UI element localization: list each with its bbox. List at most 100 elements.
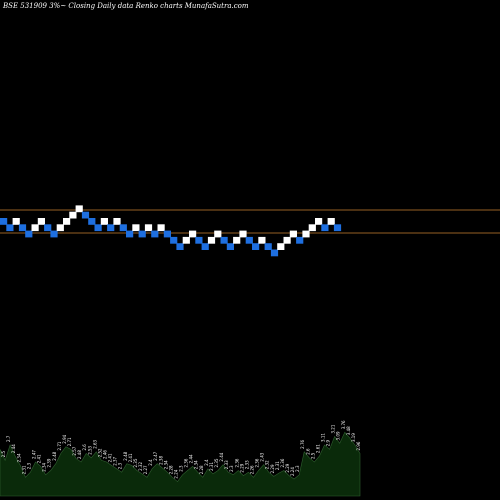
volume-label: 2.33 xyxy=(245,460,250,469)
volume-label: 2.9 xyxy=(326,439,331,446)
renko-bricks xyxy=(0,205,342,257)
volume-label: 2.34 xyxy=(42,462,47,471)
volume-label: 2.43 xyxy=(260,452,265,461)
volume-label: 2.3 xyxy=(179,465,184,472)
renko-brick-down xyxy=(220,236,228,244)
volume-label: 2.48 xyxy=(123,451,128,460)
volume-label: 2.48 xyxy=(77,450,82,459)
volume-label: 2.28 xyxy=(168,465,173,474)
renko-brick-up xyxy=(302,230,310,238)
volume-label: 2.44 xyxy=(189,454,194,463)
renko-brick-up xyxy=(144,224,153,232)
volume-label: 2.76 xyxy=(300,439,305,448)
renko-brick-up xyxy=(113,218,121,225)
volume-label: 2.34 xyxy=(194,460,199,469)
volume-label: 2.29 xyxy=(239,463,244,472)
volume-label: 2.53 xyxy=(87,445,92,454)
volume-label: 3.48 xyxy=(346,426,351,435)
renko-brick-up xyxy=(63,218,71,225)
volume-label: 2.35 xyxy=(214,458,219,467)
volume-label: 2.47 xyxy=(32,450,37,459)
volume-label: 2.36 xyxy=(255,458,260,467)
volume-label: 2.52 xyxy=(97,448,102,457)
renko-brick-up xyxy=(289,230,297,238)
volume-label: 2.71 xyxy=(57,441,62,450)
volume-label: 2.28 xyxy=(199,465,204,474)
volume-label: 2.31 xyxy=(21,465,26,474)
renko-brick-down xyxy=(252,243,260,250)
volume-label: 2.46 xyxy=(103,450,108,459)
volume-label: 2.63 xyxy=(92,439,97,448)
renko-brick-down xyxy=(18,224,27,232)
volume-label: 2.34 xyxy=(163,460,168,469)
renko-brick-up xyxy=(233,236,241,244)
volume-label: 2.4 xyxy=(204,459,209,466)
renko-brick-up xyxy=(214,230,222,238)
volume-label: 2.32 xyxy=(138,462,143,471)
volume-label: 2.61 xyxy=(315,444,320,453)
renko-brick-up xyxy=(277,243,285,250)
renko-brick-down xyxy=(163,230,171,238)
renko-brick-down xyxy=(44,224,52,232)
renko-brick-up xyxy=(132,224,140,232)
renko-brick-down xyxy=(6,224,14,232)
renko-brick-up xyxy=(315,218,323,225)
volume-label: 2.3 xyxy=(295,465,300,472)
renko-brick-down xyxy=(126,230,134,238)
renko-brick-up xyxy=(239,230,247,238)
renko-brick-down xyxy=(264,243,272,250)
renko-brick-up xyxy=(37,218,45,225)
volume-label: 3.09 xyxy=(336,431,341,440)
volume-label: 2.57 xyxy=(72,446,77,455)
volume-label: 2.31 xyxy=(275,461,280,470)
volume-label: 2.24 xyxy=(290,467,295,476)
renko-brick-down xyxy=(321,224,329,232)
renko-brick-up xyxy=(308,224,316,232)
volume-label: 2.44 xyxy=(11,444,16,453)
renko-brick-up xyxy=(31,224,39,232)
volume-label: 2.34 xyxy=(16,453,21,462)
chart-title: BSE 531909 3%~ Closing Daily data Renko … xyxy=(2,2,249,10)
renko-brick-up xyxy=(182,236,190,244)
volume-label: 2.39 xyxy=(47,458,52,467)
volume-label: 2.3 xyxy=(118,462,123,469)
volume-label: 2.5 xyxy=(1,450,6,457)
volume-label: 2.24 xyxy=(174,469,179,478)
renko-brick-up xyxy=(283,236,291,244)
renko-brick-up xyxy=(189,230,197,238)
volume-label: 2.5 xyxy=(310,452,315,459)
renko-brick-down xyxy=(138,230,146,238)
renko-brick-down xyxy=(88,218,96,225)
volume-label: 2.36 xyxy=(234,458,239,467)
renko-brick-down xyxy=(333,224,342,232)
renko-brick-down xyxy=(119,224,127,232)
renko-brick-down xyxy=(201,243,209,250)
volume-area-path xyxy=(0,431,361,497)
volume-label: 2.4 xyxy=(148,459,153,466)
volume-label: 2.29 xyxy=(270,464,275,473)
volume-label: 2.33 xyxy=(224,460,229,469)
renko-brick-down xyxy=(94,224,102,232)
volume-label: 3.11 xyxy=(321,433,326,442)
volume-label: 3.19 xyxy=(351,433,356,442)
volume-labels: 2.662.52.72.442.342.312.32.472.412.342.3… xyxy=(0,420,361,479)
volume-label: 3.21 xyxy=(331,424,336,433)
renko-brick-up xyxy=(157,224,165,232)
volume-label: 2.41 xyxy=(37,454,42,463)
volume-label: 2.7 xyxy=(6,435,11,442)
volume-label: 2.71 xyxy=(67,437,72,446)
volume-label: 2.66 xyxy=(0,437,1,446)
renko-brick-down xyxy=(170,236,178,244)
renko-brick-up xyxy=(207,236,216,244)
volume-label: 2.29 xyxy=(285,463,290,472)
volume-label: 2.6 xyxy=(305,448,310,455)
volume-label: 2.37 xyxy=(113,456,118,465)
renko-brick-down xyxy=(176,243,184,250)
volume-label: 2.48 xyxy=(52,451,57,460)
renko-brick-up xyxy=(258,236,266,244)
renko-brick-down xyxy=(296,236,304,244)
volume-label: 2.36 xyxy=(280,458,285,467)
renko-brick-down xyxy=(107,224,115,232)
volume-label: 2.3 xyxy=(229,465,234,472)
